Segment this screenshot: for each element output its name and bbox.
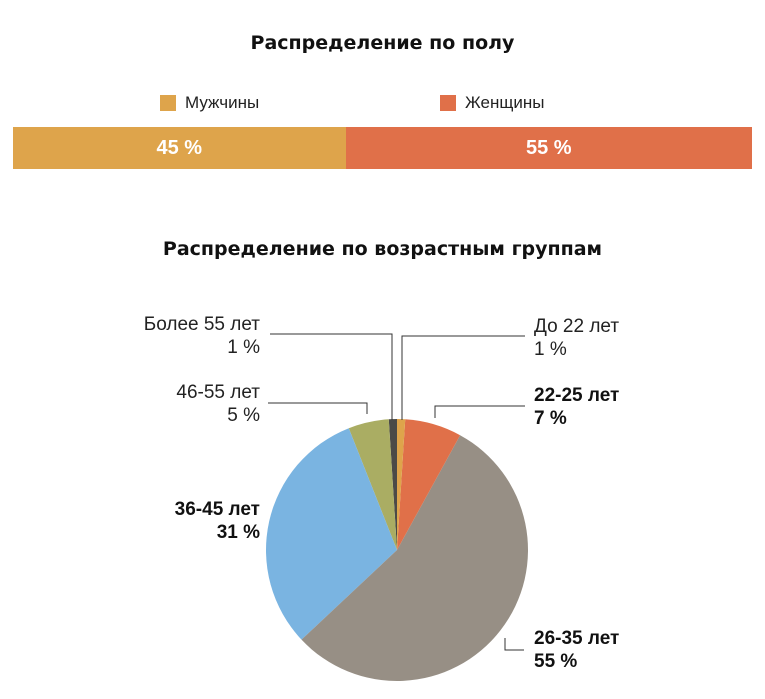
bar-men: 45 % bbox=[13, 127, 346, 169]
age-title: Распределение по возрастным группам bbox=[162, 238, 603, 260]
label-over55: Более 55 лет 1 % bbox=[143, 314, 260, 358]
leader-line bbox=[401, 335, 525, 420]
bar-women: 55 % bbox=[345, 127, 752, 169]
label-26-35: 26-35 лет 55 % bbox=[534, 628, 620, 672]
pie-slice-1 bbox=[397, 419, 461, 550]
legend-label: Женщины bbox=[465, 93, 545, 112]
legend-swatch bbox=[440, 95, 456, 111]
pie-slice-2 bbox=[301, 435, 528, 681]
label-46-55: 46-55 лет 5 % bbox=[176, 382, 260, 426]
label-36-45: 36-45 лет 31 % bbox=[174, 499, 260, 543]
leader-line bbox=[270, 333, 393, 420]
leader-line bbox=[268, 402, 368, 414]
pie-slice-4 bbox=[348, 419, 397, 550]
gender-title: Распределение по полу bbox=[250, 32, 515, 54]
pie-slice-0 bbox=[397, 419, 406, 550]
leader-line bbox=[434, 405, 525, 418]
pie-slice-5 bbox=[388, 419, 397, 550]
legend-men: Мужчины bbox=[160, 93, 259, 113]
label-under22: До 22 лет 1 % bbox=[534, 316, 620, 360]
legend-women: Женщины bbox=[440, 93, 544, 113]
pie-slice-3 bbox=[266, 428, 397, 640]
legend-label: Мужчины bbox=[185, 93, 260, 112]
label-22-25: 22-25 лет 7 % bbox=[534, 385, 620, 429]
leader-line bbox=[504, 638, 524, 651]
legend-swatch bbox=[160, 95, 176, 111]
